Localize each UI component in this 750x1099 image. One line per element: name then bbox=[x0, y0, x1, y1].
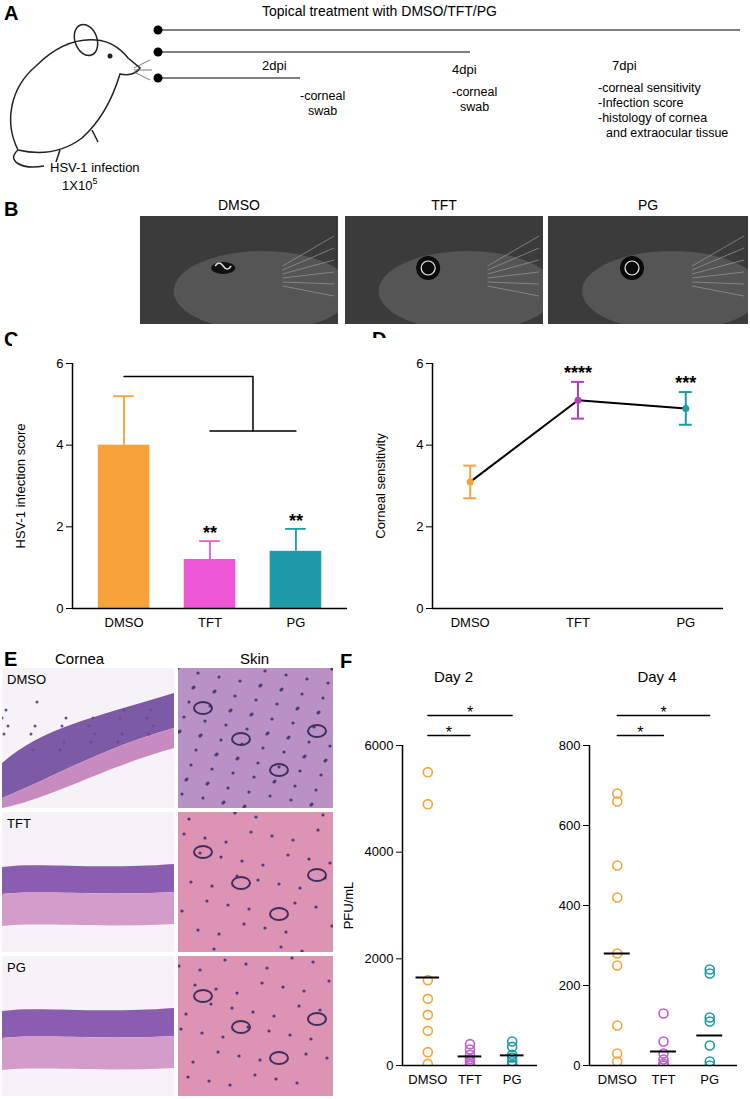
svg-text:4: 4 bbox=[56, 437, 63, 452]
svg-text:0: 0 bbox=[56, 601, 63, 616]
svg-text:DMSO: DMSO bbox=[598, 1072, 637, 1087]
svg-text:TFT: TFT bbox=[652, 1072, 676, 1087]
svg-text:2: 2 bbox=[416, 519, 423, 534]
svg-text:-corneal: -corneal bbox=[300, 89, 345, 103]
svg-text:TFT: TFT bbox=[198, 615, 222, 630]
svg-text:**: ** bbox=[289, 511, 303, 531]
html-text:F: F bbox=[340, 650, 353, 672]
svg-text:****: **** bbox=[564, 363, 592, 383]
svg-text:0: 0 bbox=[573, 1058, 580, 1073]
svg-text:400: 400 bbox=[559, 898, 581, 913]
svg-text:4: 4 bbox=[416, 437, 423, 452]
svg-text:PG: PG bbox=[638, 197, 658, 213]
svg-text:200: 200 bbox=[559, 978, 581, 993]
svg-text:6: 6 bbox=[56, 356, 63, 371]
html-text:Skin: Skin bbox=[240, 650, 270, 667]
svg-text:PFU/mL: PFU/mL bbox=[341, 882, 356, 930]
svg-text:TFT: TFT bbox=[566, 615, 590, 630]
html-text:D: D bbox=[372, 328, 387, 350]
svg-text:*: * bbox=[637, 724, 643, 741]
svg-text:TFT: TFT bbox=[431, 197, 457, 213]
svg-text:-histology of cornea: -histology of cornea bbox=[598, 111, 707, 125]
svg-text:600: 600 bbox=[559, 818, 581, 833]
svg-text:6000: 6000 bbox=[365, 738, 394, 753]
svg-text:HSV-1 infection score: HSV-1 infection score bbox=[13, 423, 28, 548]
svg-text:DMSO: DMSO bbox=[7, 672, 46, 687]
svg-text:DMSO: DMSO bbox=[218, 197, 260, 213]
svg-text:TFT: TFT bbox=[458, 1072, 482, 1087]
svg-text:-Infection score: -Infection score bbox=[598, 96, 684, 110]
svg-text:*: * bbox=[446, 724, 452, 741]
svg-text:0: 0 bbox=[416, 601, 423, 616]
svg-text:swab: swab bbox=[460, 100, 489, 114]
svg-text:4000: 4000 bbox=[365, 844, 394, 859]
svg-text:swab: swab bbox=[308, 104, 337, 118]
svg-text:800: 800 bbox=[559, 738, 581, 753]
html-text:A: A bbox=[4, 2, 19, 24]
svg-text:Corneal sensitivity: Corneal sensitivity bbox=[373, 433, 388, 539]
svg-text:7dpi: 7dpi bbox=[612, 58, 637, 73]
svg-text:1X105: 1X105 bbox=[62, 176, 97, 193]
svg-text:-corneal: -corneal bbox=[452, 85, 497, 99]
svg-text:PG: PG bbox=[700, 1072, 719, 1087]
svg-text:PG: PG bbox=[287, 615, 306, 630]
svg-text:*: * bbox=[660, 704, 666, 721]
svg-text:TFT: TFT bbox=[7, 816, 31, 831]
html-text:Day 2: Day 2 bbox=[433, 668, 474, 685]
svg-text:4dpi: 4dpi bbox=[452, 62, 477, 77]
svg-text:DMSO: DMSO bbox=[408, 1072, 447, 1087]
svg-text:2dpi: 2dpi bbox=[262, 58, 287, 73]
svg-text:DMSO: DMSO bbox=[451, 615, 490, 630]
html-text:B: B bbox=[4, 198, 19, 220]
svg-text:and extraocular tissue: and extraocular tissue bbox=[606, 126, 728, 140]
html-text:E: E bbox=[4, 648, 18, 670]
svg-text:***: *** bbox=[675, 373, 696, 393]
svg-text:HSV-1 infection: HSV-1 infection bbox=[50, 160, 140, 175]
svg-text:2: 2 bbox=[56, 519, 63, 534]
html-text:Day 4: Day 4 bbox=[637, 668, 677, 685]
svg-text:PG: PG bbox=[503, 1072, 522, 1087]
svg-text:0: 0 bbox=[386, 1058, 393, 1073]
html-text:Cornea: Cornea bbox=[55, 650, 105, 667]
svg-text:6: 6 bbox=[416, 356, 423, 371]
html-text:C: C bbox=[4, 328, 19, 350]
svg-text:PG: PG bbox=[7, 960, 26, 975]
svg-text:-corneal sensitivity: -corneal sensitivity bbox=[598, 81, 702, 95]
svg-text:Topical treatment with DMSO/TF: Topical treatment with DMSO/TFT/PG bbox=[262, 3, 497, 19]
svg-text:2000: 2000 bbox=[365, 951, 394, 966]
svg-text:**: ** bbox=[203, 523, 217, 543]
svg-text:DMSO: DMSO bbox=[105, 615, 144, 630]
svg-text:PG: PG bbox=[676, 615, 695, 630]
svg-text:*: * bbox=[467, 704, 473, 721]
